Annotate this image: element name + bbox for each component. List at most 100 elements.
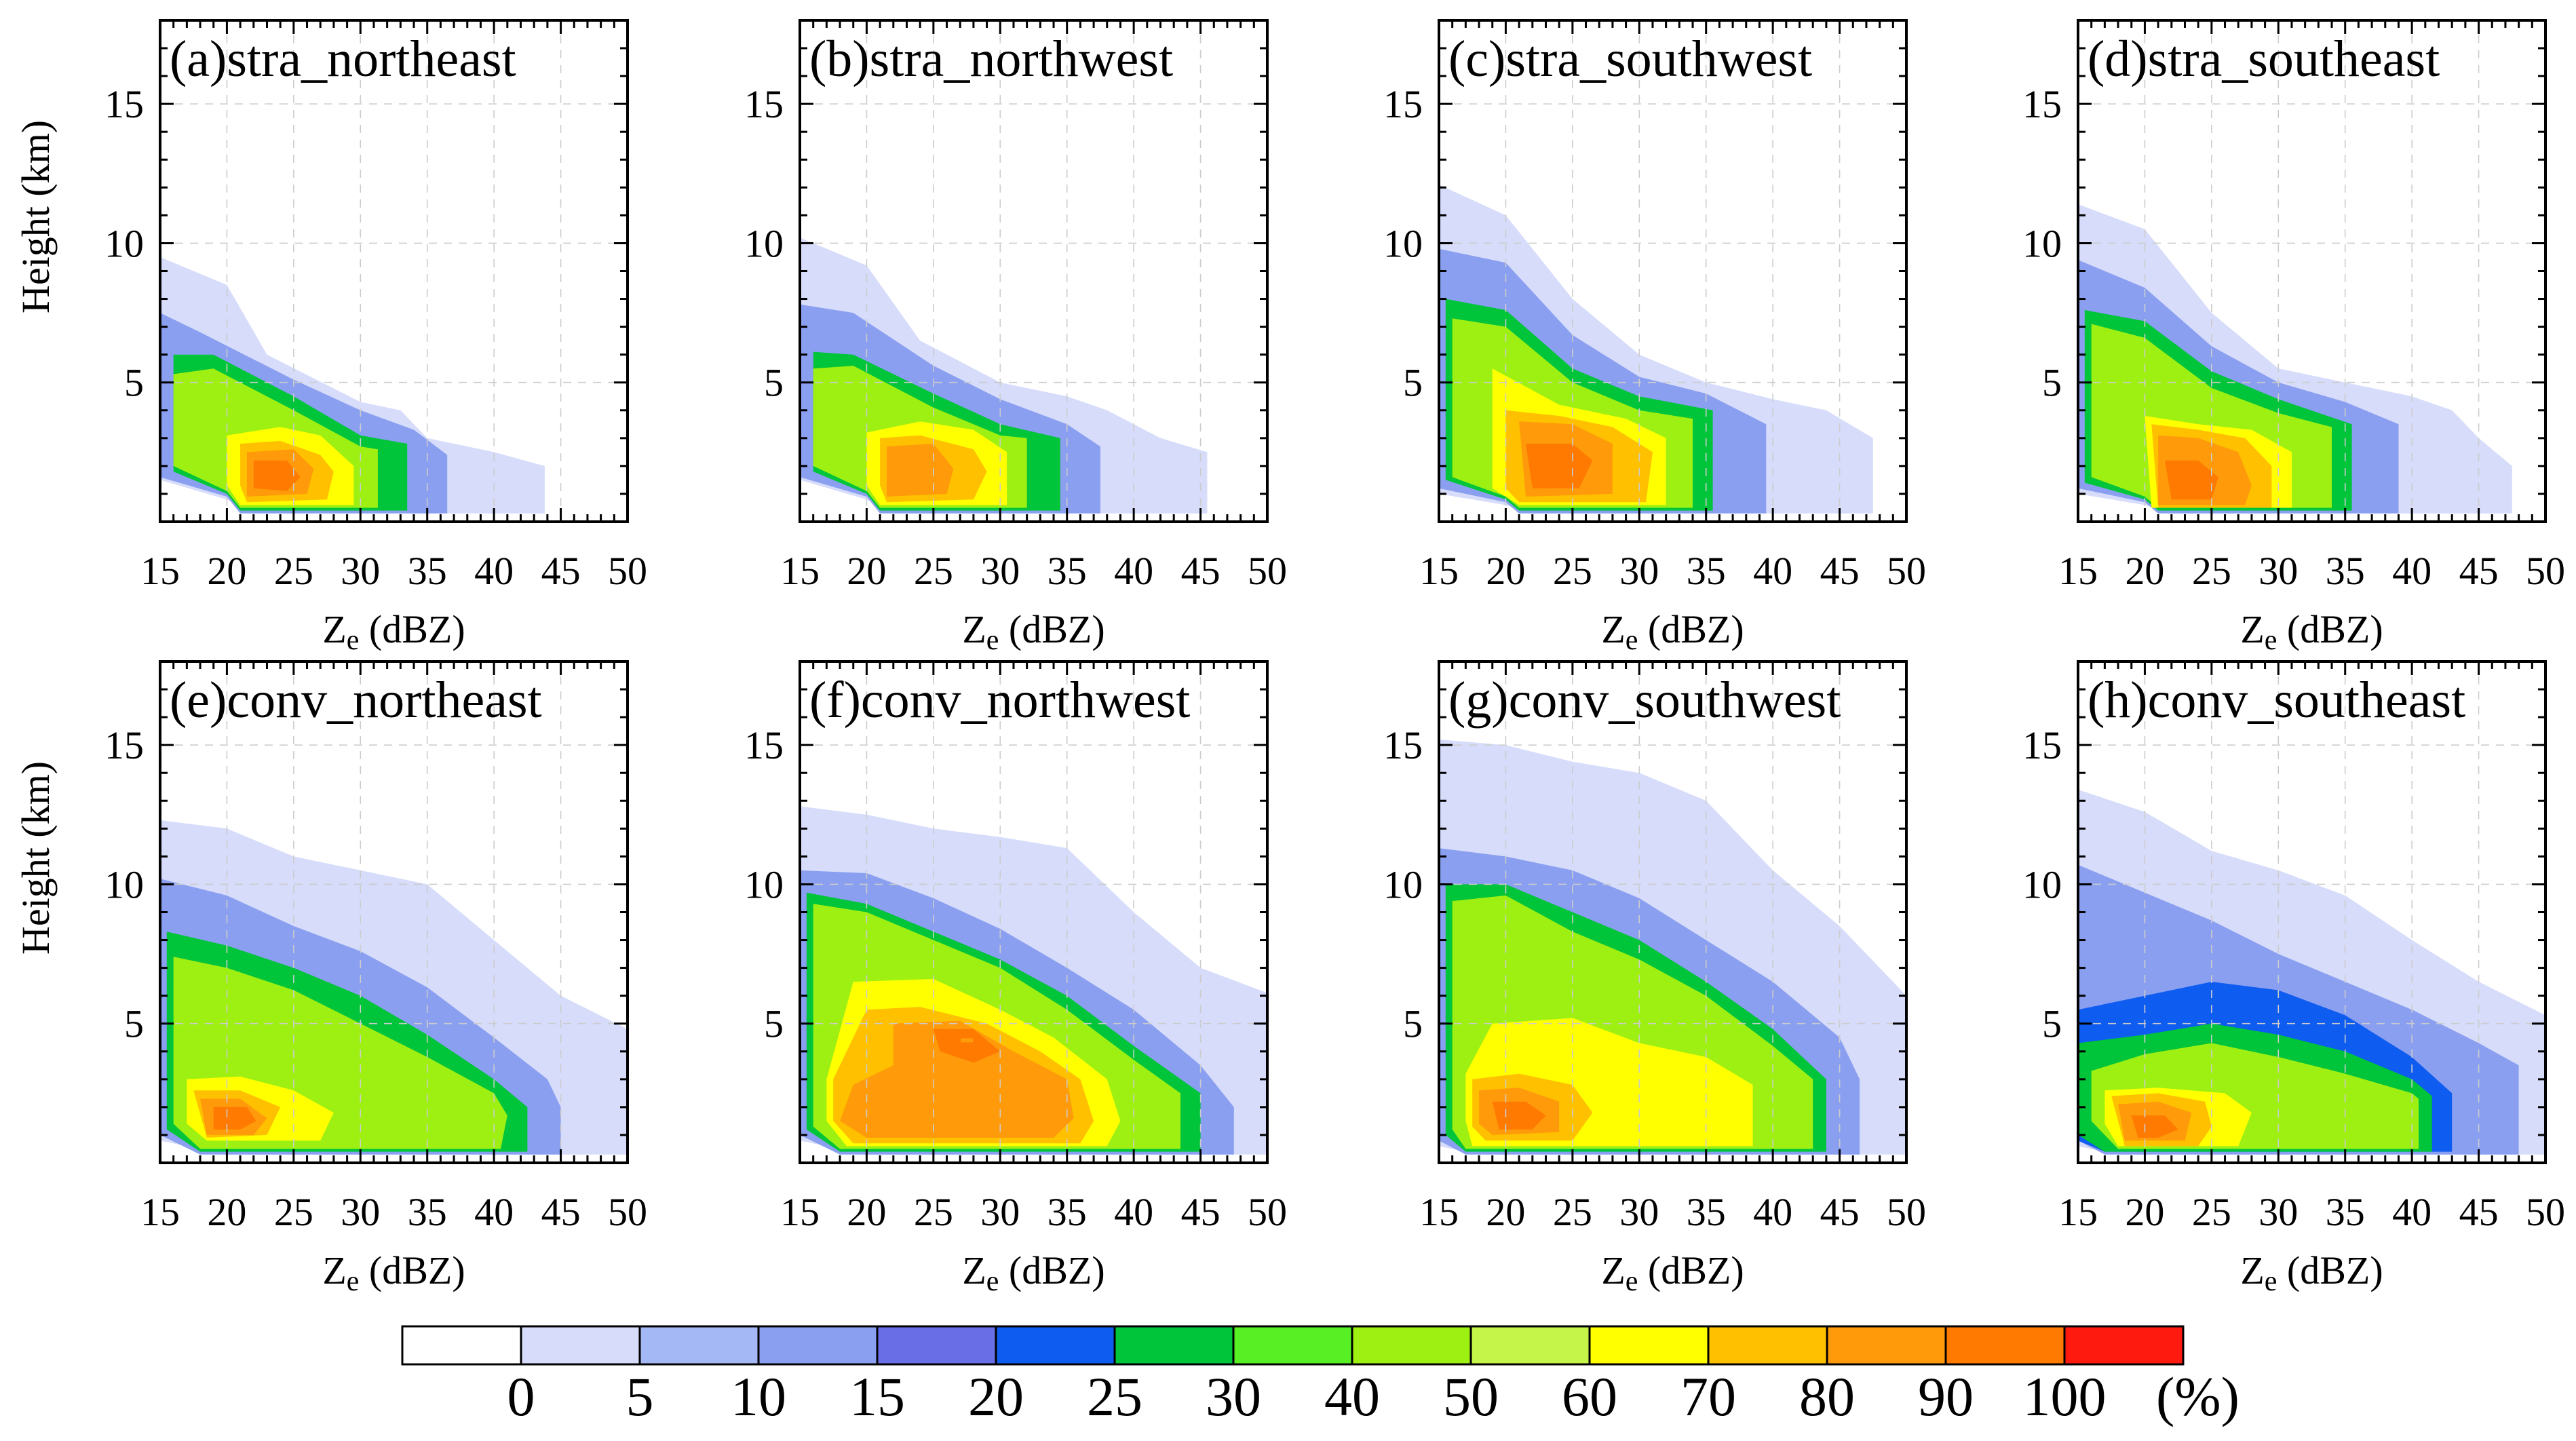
x-tick-label: 25 bbox=[2192, 549, 2231, 593]
x-tick-label: 25 bbox=[274, 1190, 313, 1234]
x-tick-label: 20 bbox=[2125, 549, 2164, 593]
x-tick-label: 35 bbox=[408, 1190, 447, 1234]
colorbar-swatch bbox=[1232, 1325, 1353, 1366]
colorbar-tick-label: 40 bbox=[1324, 1366, 1380, 1427]
x-tick-label: 20 bbox=[2125, 1190, 2164, 1234]
x-tick-label: 25 bbox=[914, 1190, 953, 1234]
x-tick-label: 50 bbox=[2526, 1190, 2565, 1234]
x-axis-label: Ze (dBZ) bbox=[322, 1248, 465, 1297]
panel-b: 15 20 25 30 35 40 45 50 5 10 15 Ze (dBZ) (b)stra_nor… bbox=[744, 19, 1287, 656]
panel-d-plot-area bbox=[2078, 20, 2545, 522]
x-tick-label: 15 bbox=[1419, 1190, 1459, 1234]
x-tick-label: 15 bbox=[140, 549, 180, 593]
x-tick-label: 45 bbox=[1181, 549, 1220, 593]
x-tick-label: 15 bbox=[2058, 549, 2098, 593]
x-tick-label: 35 bbox=[2326, 549, 2365, 593]
x-tick-label: 30 bbox=[2258, 549, 2298, 593]
y-tick-label: 15 bbox=[744, 82, 784, 126]
panel-title: (h)conv_southeast bbox=[2088, 672, 2465, 729]
y-tick-label: 5 bbox=[1403, 361, 1423, 405]
x-axis-label: Ze (dBZ) bbox=[962, 607, 1104, 656]
panel-b-plot-area bbox=[800, 20, 1267, 522]
x-axis-label: Ze (dBZ) bbox=[2240, 607, 2383, 656]
x-tick-label: 40 bbox=[1114, 549, 1153, 593]
x-tick-label: 40 bbox=[1753, 1190, 1792, 1234]
colorbar-tick-label: 15 bbox=[849, 1366, 905, 1427]
x-tick-label: 35 bbox=[1687, 1190, 1726, 1234]
x-tick-label: 35 bbox=[2326, 1190, 2365, 1234]
cfad-peak-mark bbox=[900, 463, 913, 468]
colorbar-swatch bbox=[1113, 1325, 1235, 1366]
cfad-peak-mark bbox=[227, 1116, 240, 1121]
x-tick-label: 20 bbox=[207, 549, 246, 593]
cfad-peak-mark bbox=[1519, 1116, 1532, 1121]
colorbar-tick-label: 30 bbox=[1206, 1366, 1261, 1427]
x-tick-label: 20 bbox=[847, 549, 886, 593]
panel-e: 15 20 25 30 35 40 45 50 5 10 15 Ze (dBZ) Height (km)… bbox=[14, 660, 647, 1297]
cfad-peak-mark bbox=[261, 472, 273, 477]
colorbar-swatch bbox=[1351, 1325, 1472, 1366]
panel-title: (d)stra_southeast bbox=[2088, 31, 2440, 88]
colorbar-swatch bbox=[1469, 1325, 1591, 1366]
cfad-peak-mark bbox=[2145, 1130, 2158, 1134]
y-tick-label: 5 bbox=[124, 361, 144, 405]
y-tick-label: 15 bbox=[2022, 723, 2062, 767]
x-axis-label: Ze (dBZ) bbox=[1601, 1248, 1744, 1297]
y-tick-label: 15 bbox=[1383, 82, 1423, 126]
y-tick-label: 15 bbox=[2022, 82, 2062, 126]
y-tick-label: 10 bbox=[2022, 862, 2062, 906]
x-axis-label: Ze (dBZ) bbox=[962, 1248, 1104, 1297]
x-tick-label: 15 bbox=[780, 549, 820, 593]
panel-c-plot-area bbox=[1439, 20, 1906, 522]
x-tick-label: 15 bbox=[2058, 1190, 2098, 1234]
colorbar-swatch bbox=[1588, 1325, 1710, 1366]
x-axis-label: Ze (dBZ) bbox=[322, 607, 465, 656]
x-tick-label: 35 bbox=[1687, 549, 1726, 593]
colorbar-tick-label: 100 bbox=[2023, 1366, 2107, 1427]
panels-group: 15 20 25 30 35 40 45 50 5 10 15 Ze (dBZ) Height (km)… bbox=[14, 19, 2565, 1297]
x-tick-label: 45 bbox=[1820, 1190, 1860, 1234]
colorbar-swatch bbox=[401, 1325, 522, 1366]
x-tick-label: 25 bbox=[2192, 1190, 2231, 1234]
x-tick-label: 45 bbox=[541, 549, 581, 593]
x-tick-label: 50 bbox=[608, 1190, 647, 1234]
colorbar-swatch bbox=[876, 1325, 997, 1366]
y-axis-label: Height (km) bbox=[14, 120, 58, 313]
colorbar-swatch bbox=[1707, 1325, 1828, 1366]
panel-d: 15 20 25 30 35 40 45 50 5 10 15 Ze (dBZ) (d)stra_sou… bbox=[2022, 19, 2565, 656]
x-tick-label: 40 bbox=[1753, 549, 1792, 593]
y-tick-label: 5 bbox=[2042, 1002, 2062, 1046]
x-tick-label: 25 bbox=[274, 549, 313, 593]
panel-a-plot-area bbox=[160, 20, 628, 522]
y-tick-label: 15 bbox=[744, 723, 784, 767]
colorbar-unit-label: (%) bbox=[2156, 1366, 2239, 1427]
colorbar-tick-label: 5 bbox=[626, 1366, 654, 1427]
x-tick-label: 30 bbox=[341, 549, 380, 593]
panel-title: (b)stra_northwest bbox=[809, 31, 1173, 88]
y-tick-label: 15 bbox=[1383, 723, 1423, 767]
colorbar-tick-label: 50 bbox=[1443, 1366, 1499, 1427]
y-tick-label: 5 bbox=[1403, 1002, 1423, 1046]
x-tick-label: 30 bbox=[1619, 1190, 1659, 1234]
x-tick-label: 30 bbox=[341, 1190, 380, 1234]
colorbar-swatch bbox=[520, 1325, 641, 1366]
colorbar-swatch bbox=[638, 1325, 760, 1366]
y-tick-label: 5 bbox=[2042, 361, 2062, 405]
y-tick-label: 10 bbox=[104, 862, 144, 906]
panel-g-plot-area bbox=[1439, 661, 1906, 1163]
y-tick-label: 15 bbox=[104, 82, 144, 126]
x-tick-label: 50 bbox=[1248, 549, 1287, 593]
panel-f-plot-area bbox=[800, 661, 1267, 1163]
panel-e-plot-area bbox=[160, 661, 628, 1163]
colorbar-swatch bbox=[1944, 1325, 2066, 1366]
x-tick-label: 25 bbox=[914, 549, 953, 593]
panel-title: (c)stra_southwest bbox=[1448, 31, 1812, 88]
y-tick-label: 10 bbox=[104, 221, 144, 265]
x-tick-label: 25 bbox=[1553, 549, 1592, 593]
x-tick-label: 50 bbox=[1887, 1190, 1926, 1234]
cfad-region-90 bbox=[2131, 1115, 2178, 1138]
colorbar-tick-label: 25 bbox=[1087, 1366, 1142, 1427]
cfad-region-90 bbox=[1526, 444, 1593, 488]
cfad-peak-mark bbox=[961, 1038, 974, 1043]
